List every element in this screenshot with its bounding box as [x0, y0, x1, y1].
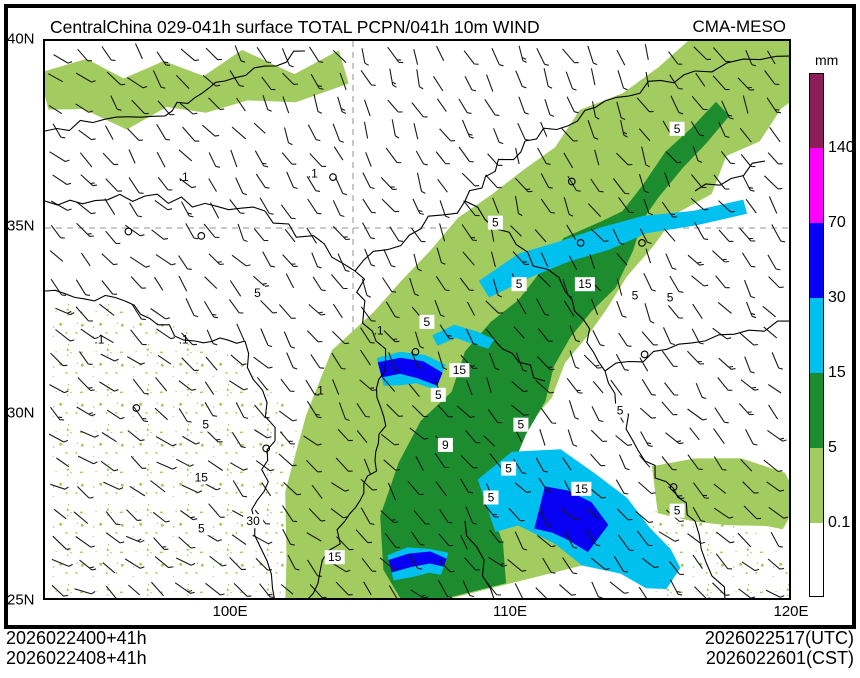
svg-text:5: 5 [202, 418, 209, 432]
svg-text:15: 15 [453, 363, 467, 377]
svg-text:.1: .1 [179, 333, 189, 347]
svg-text:15: 15 [195, 470, 209, 484]
svg-text:5: 5 [198, 521, 205, 535]
svg-text:30: 30 [246, 514, 260, 528]
svg-text:.1: .1 [94, 333, 104, 347]
svg-text:5: 5 [254, 286, 261, 300]
svg-text:5: 5 [667, 290, 674, 304]
svg-text:5: 5 [424, 315, 431, 329]
svg-text:15: 15 [328, 550, 342, 564]
svg-text:9: 9 [442, 438, 449, 452]
svg-text:5: 5 [674, 122, 681, 136]
svg-text:.1: .1 [179, 170, 189, 184]
svg-text:5: 5 [505, 462, 512, 476]
svg-text:5: 5 [516, 277, 523, 291]
svg-text:5: 5 [518, 418, 525, 432]
svg-text:5: 5 [632, 289, 639, 303]
svg-text:5: 5 [617, 404, 624, 418]
svg-text:5: 5 [674, 504, 681, 518]
svg-text:5: 5 [435, 388, 442, 402]
svg-text:5: 5 [488, 491, 495, 505]
svg-text:.1: .1 [314, 383, 324, 397]
svg-text:5: 5 [492, 216, 499, 230]
svg-text:.1: .1 [374, 324, 384, 338]
svg-text:.1: .1 [308, 167, 318, 181]
svg-text:15: 15 [578, 277, 592, 291]
svg-text:15: 15 [575, 482, 589, 496]
